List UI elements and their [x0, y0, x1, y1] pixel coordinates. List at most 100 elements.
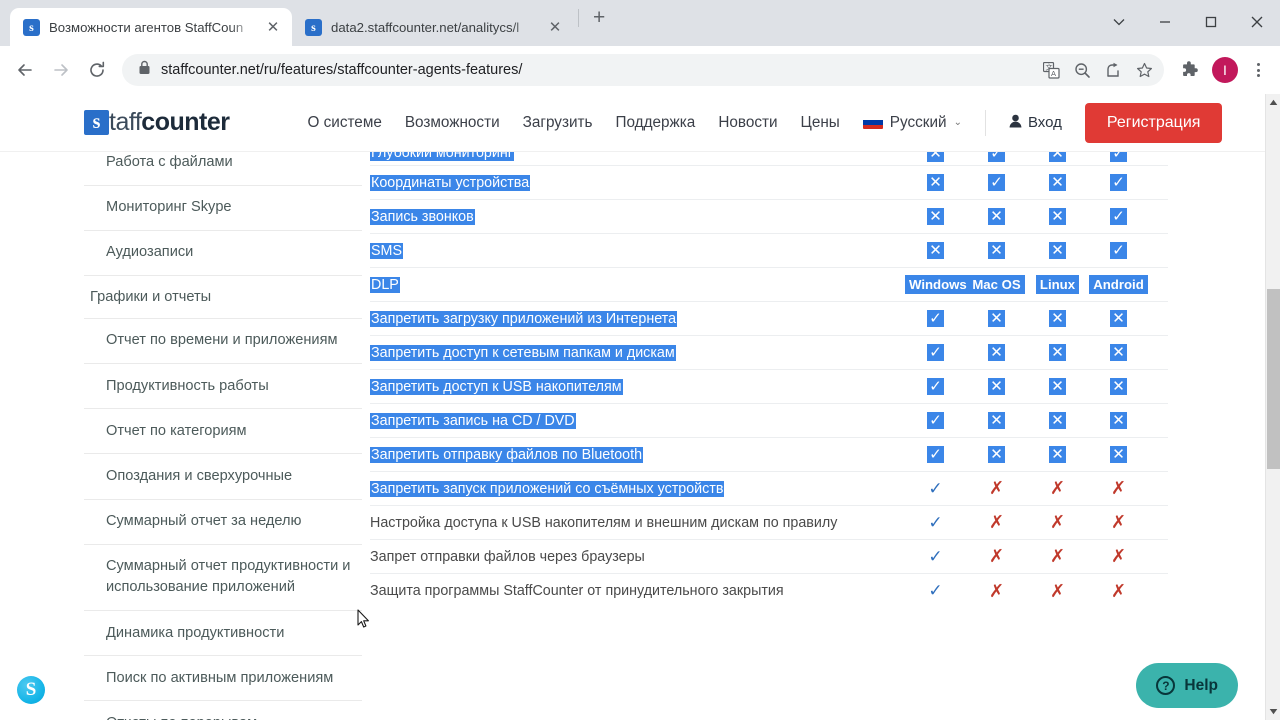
site-nav: О системе Возможности Загрузить Поддержк… [307, 102, 1223, 143]
sidebar-heading-charts[interactable]: Графики и отчеты [84, 276, 362, 319]
cell-android: ✗ [1088, 547, 1149, 566]
cross-icon: ✕ [1110, 412, 1127, 429]
cell-mac: ✕ [966, 208, 1027, 225]
zoom-out-icon[interactable] [1068, 56, 1096, 84]
column-header-windows: Windows OS [905, 275, 994, 294]
nav-item-about[interactable]: О системе [307, 113, 382, 131]
nav-item-news[interactable]: Новости [718, 113, 778, 131]
cell-windows: ✓ [905, 547, 966, 566]
browser-tab-2[interactable]: s data2.staffcounter.net/analitycs/l ✕ [292, 8, 574, 46]
nav-item-download[interactable]: Загрузить [522, 113, 593, 131]
nav-divider [984, 109, 986, 136]
table-section-header-row: DLP Windows OS Mac OS Linux Android [370, 268, 1168, 302]
cell-android: ✓ [1088, 208, 1149, 225]
table-row: Настройка доступа к USB накопителям и вн… [370, 506, 1168, 540]
table-row: Запрет отправки файлов через браузеры ✓ … [370, 540, 1168, 574]
sidebar-item-audio[interactable]: Аудиозаписи [84, 231, 362, 276]
nav-item-prices[interactable]: Цены [800, 113, 840, 131]
cell-android: ✕ [1088, 412, 1149, 429]
chevron-down-icon: ⌄ [953, 117, 962, 128]
cell-linux: ✗ [1027, 513, 1088, 532]
minimize-icon[interactable] [1142, 0, 1188, 44]
site-logo[interactable]: s taffcounter [84, 108, 230, 137]
russian-flag-icon [862, 116, 883, 129]
tab-search-icon[interactable] [1096, 0, 1142, 44]
close-icon[interactable] [1234, 0, 1280, 44]
share-icon[interactable] [1099, 56, 1127, 84]
cross-icon: ✕ [988, 310, 1005, 327]
page-scrollbar[interactable] [1265, 94, 1280, 720]
cross-icon: ✕ [927, 242, 944, 259]
sidebar-item-breaks[interactable]: Отчеты по перерывам [84, 701, 362, 720]
nav-item-support[interactable]: Поддержка [615, 113, 696, 131]
table-row: Запретить отправку файлов по Bluetooth ✓… [370, 438, 1168, 472]
reload-icon[interactable] [80, 53, 114, 87]
skype-icon[interactable]: S [17, 676, 45, 704]
svg-text:A: A [1051, 69, 1056, 78]
logo-badge-icon: s [84, 110, 109, 135]
kebab-menu-icon[interactable] [1244, 53, 1272, 87]
cell-windows: ✕ [905, 208, 966, 225]
browser-tab-1[interactable]: s Возможности агентов StaffCoun ✕ [10, 8, 292, 46]
puzzle-icon[interactable] [1172, 53, 1206, 87]
scrollbar-thumb[interactable] [1267, 289, 1280, 469]
scroll-up-arrow-icon[interactable] [1266, 94, 1280, 111]
sidebar-item-productivity-dynamics[interactable]: Динамика продуктивности [84, 611, 362, 657]
sidebar-item-categories[interactable]: Отчет по категориям [84, 409, 362, 455]
cell-mac: ✕ [966, 344, 1027, 361]
cross-icon: ✕ [1049, 242, 1066, 259]
sidebar-item-productivity-summary[interactable]: Суммарный отчет продуктивности и использ… [84, 545, 362, 612]
nav-item-features[interactable]: Возможности [404, 113, 500, 131]
sidebar-item-skype[interactable]: Мониторинг Skype [84, 186, 362, 231]
sidebar-item-time-report[interactable]: Отчет по времени и приложениям [84, 319, 362, 365]
page-content: s taffcounter О системе Возможности Загр… [0, 94, 1265, 720]
cross-icon: ✕ [1049, 208, 1066, 225]
cross-icon: ✗ [1049, 478, 1066, 498]
cross-icon: ✕ [1049, 446, 1066, 463]
language-selector[interactable]: Русский ⌄ [862, 114, 962, 132]
cell-android: ✗ [1088, 582, 1149, 601]
window-controls [1096, 0, 1280, 44]
row-label: Запрет отправки файлов через браузеры [370, 548, 645, 565]
cell-mac: ✗ [966, 582, 1027, 601]
help-button[interactable]: ? Help [1136, 663, 1238, 708]
row-label: Запретить доступ к сетевым папкам и диск… [370, 344, 676, 361]
new-tab-button[interactable]: + [593, 6, 606, 29]
check-icon: ✓ [928, 512, 943, 532]
bookmark-star-icon[interactable] [1130, 56, 1158, 84]
maximize-icon[interactable] [1188, 0, 1234, 44]
back-icon[interactable] [8, 53, 42, 87]
cell-mac: ✗ [966, 513, 1027, 532]
sidebar-item-late-overtime[interactable]: Опоздания и сверхурочные [84, 454, 362, 500]
row-label: Запретить отправку файлов по Bluetooth [370, 446, 644, 463]
cell-linux: ✕ [1027, 310, 1088, 327]
tab-separator [578, 9, 579, 27]
cross-icon: ✗ [1110, 478, 1127, 498]
check-icon: ✓ [927, 310, 944, 327]
address-bar[interactable]: staffcounter.net/ru/features/staffcounte… [122, 54, 1164, 86]
tab-close-icon[interactable]: ✕ [266, 19, 280, 36]
row-label: Координаты устройства [370, 174, 531, 191]
sidebar-item-weekly-summary[interactable]: Суммарный отчет за неделю [84, 500, 362, 545]
sidebar-item-files[interactable]: Работа с файлами [84, 152, 362, 186]
staffcounter-favicon-icon: s [23, 18, 40, 36]
profile-avatar[interactable]: I [1208, 53, 1242, 87]
sidebar-item-productivity[interactable]: Продуктивность работы [84, 364, 362, 410]
forward-icon[interactable] [44, 53, 78, 87]
staffcounter-favicon-icon: s [305, 18, 322, 36]
check-icon: ✓ [927, 344, 944, 361]
cell-mac: ✗ [966, 547, 1027, 566]
tab-close-icon[interactable]: ✕ [548, 19, 562, 36]
register-button[interactable]: Регистрация [1084, 102, 1223, 143]
logo-text: taffcounter [109, 108, 230, 137]
question-circle-icon: ? [1156, 676, 1176, 695]
login-link[interactable]: Вход [1009, 114, 1062, 132]
cell-linux: ✗ [1027, 479, 1088, 498]
tab-strip: s Возможности агентов StaffCoun ✕ s data… [0, 0, 1280, 46]
sidebar-item-app-search[interactable]: Поиск по активным приложениям [84, 656, 362, 702]
scroll-down-arrow-icon[interactable] [1266, 703, 1280, 720]
table-row: Запретить запуск приложений со съёмных у… [370, 472, 1168, 506]
cell-android: ✓ [1088, 242, 1149, 259]
avatar: I [1212, 57, 1238, 83]
